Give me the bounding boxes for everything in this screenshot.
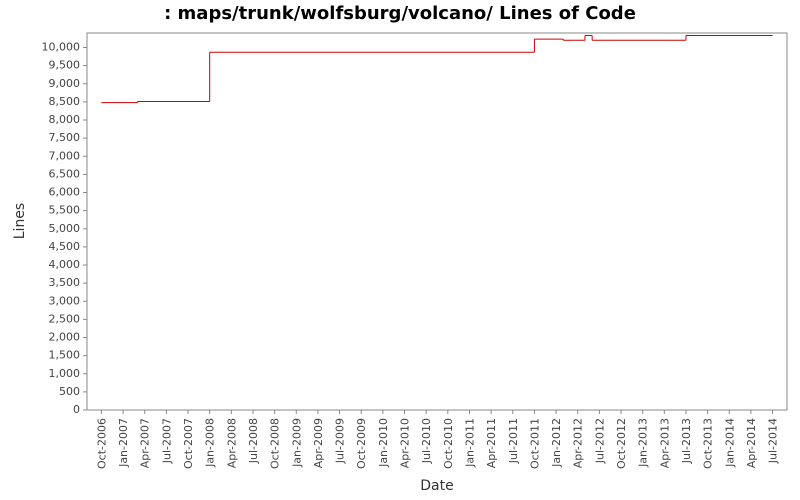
x-tick-label: Oct-2011	[528, 418, 541, 469]
x-tick-label: Apr-2009	[312, 418, 325, 468]
y-tick-label: 9,500	[49, 59, 81, 72]
chart-title: : maps/trunk/wolfsburg/volcano/ Lines of…	[164, 3, 636, 24]
x-tick-label: Jul-2012	[593, 418, 606, 464]
y-tick-label: 1,000	[49, 367, 81, 380]
x-tick-label: Oct-2006	[95, 418, 108, 469]
x-tick-label: Oct-2013	[702, 418, 715, 469]
x-tick-label: Jul-2013	[680, 418, 693, 464]
y-tick-label: 7,000	[49, 149, 81, 162]
x-tick-label: Jan-2008	[204, 418, 217, 468]
x-tick-label: Apr-2012	[572, 418, 585, 468]
y-tick-label: 4,500	[49, 240, 81, 253]
y-tick-label: 10,000	[42, 41, 81, 54]
y-tick-label: 6,500	[49, 167, 81, 180]
x-tick-label: Jan-2014	[723, 418, 736, 468]
x-tick-label: Oct-2007	[182, 418, 195, 469]
x-tick-label: Jan-2012	[550, 418, 563, 468]
y-tick-label: 0	[73, 403, 80, 416]
x-tick-label: Oct-2008	[269, 418, 282, 469]
y-tick-label: 7,500	[49, 131, 81, 144]
x-tick-label: Oct-2012	[615, 418, 628, 469]
x-tick-label: Oct-2010	[442, 418, 455, 469]
y-tick-label: 4,000	[49, 258, 81, 271]
y-tick-label: 5,000	[49, 222, 81, 235]
x-tick-label: Jan-2009	[290, 418, 303, 468]
x-tick-label: Apr-2014	[745, 418, 758, 468]
y-tick-label: 3,500	[49, 276, 81, 289]
y-tick-label: 500	[59, 385, 80, 398]
x-tick-label: Jul-2014	[767, 418, 780, 464]
x-tick-label: Oct-2009	[355, 418, 368, 469]
x-tick-label: Jan-2011	[463, 418, 476, 468]
x-tick-label: Jul-2010	[420, 418, 433, 464]
y-tick-label: 8,500	[49, 95, 81, 108]
y-tick-label: 5,500	[49, 204, 81, 217]
x-tick-label: Jan-2010	[377, 418, 390, 468]
x-tick-label: Jul-2007	[160, 418, 173, 464]
x-tick-label: Apr-2010	[399, 418, 412, 468]
y-axis-title: Lines	[12, 203, 28, 239]
y-tick-label: 2,000	[49, 331, 81, 344]
x-tick-label: Jan-2013	[637, 418, 650, 468]
x-tick-label: Jul-2011	[507, 418, 520, 464]
x-tick-label: Apr-2011	[485, 418, 498, 468]
y-tick-label: 1,500	[49, 349, 81, 362]
y-tick-label: 3,000	[49, 294, 81, 307]
x-tick-label: Jul-2008	[247, 418, 260, 464]
y-tick-label: 6,000	[49, 186, 81, 199]
x-tick-label: Apr-2013	[658, 418, 671, 468]
x-tick-label: Jan-2007	[117, 418, 130, 468]
x-tick-label: Apr-2007	[139, 418, 152, 468]
x-axis-title: Date	[420, 478, 453, 494]
y-tick-label: 9,000	[49, 77, 81, 90]
plot-area	[86, 32, 788, 411]
y-tick-label: 8,000	[49, 113, 81, 126]
x-tick-label: Apr-2008	[225, 418, 238, 468]
y-tick-label: 2,500	[49, 312, 81, 325]
x-tick-label: Jul-2009	[334, 418, 347, 464]
